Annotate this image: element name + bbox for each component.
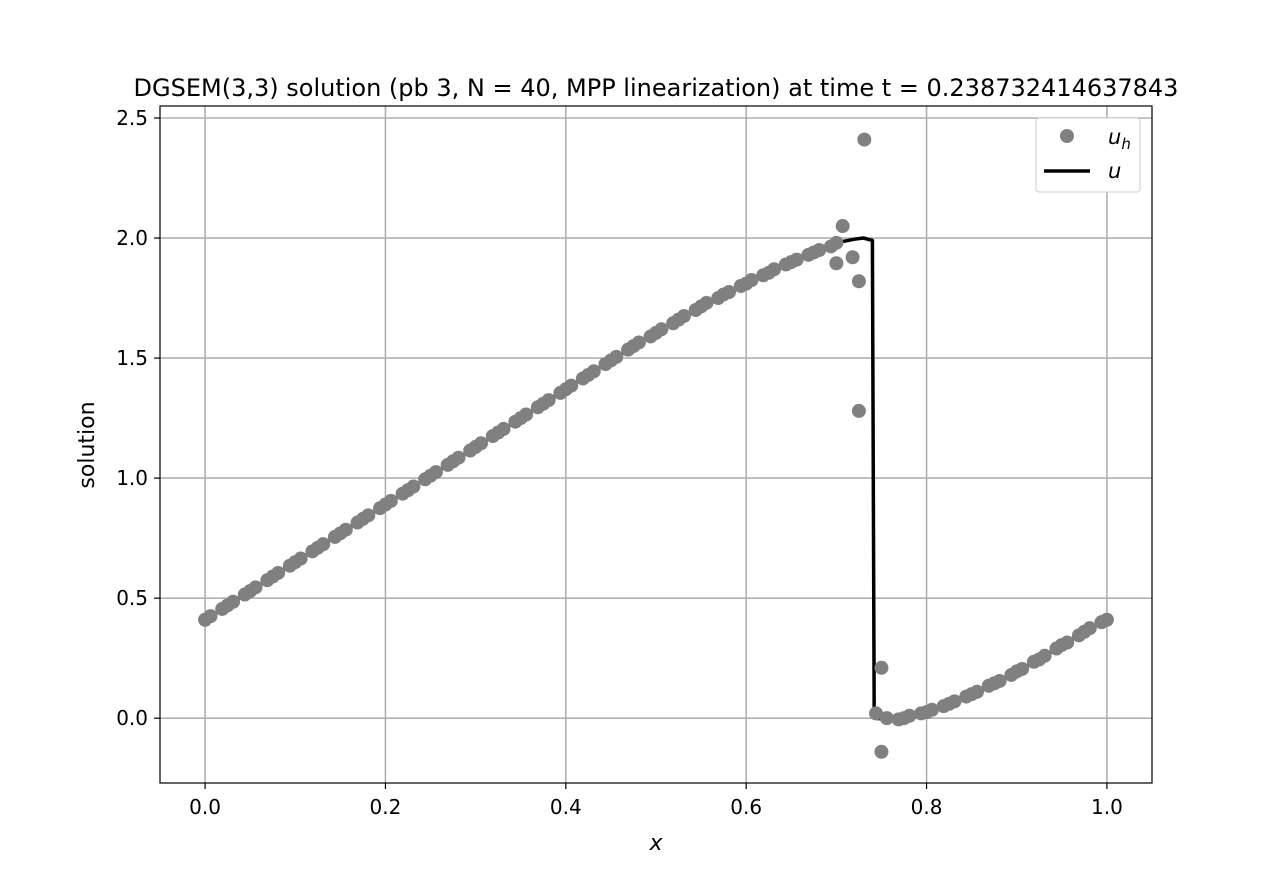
- uh-point-121: [1082, 621, 1097, 636]
- uh-point-61: [654, 322, 669, 337]
- uh-point-40: [496, 421, 511, 436]
- uh-point-90: [857, 132, 872, 147]
- uh-point-85: [829, 256, 844, 271]
- x-tick-label-4: 0.8: [911, 795, 943, 819]
- legend-marker-uh: [1060, 129, 1074, 143]
- y-axis-label: solution: [75, 401, 100, 488]
- uh-point-34: [451, 450, 466, 465]
- axis-ticks: 0.0 0.2 0.4 0.6 0.8 1.0 0.0 0.5 1.0 1.5 2.0 2.5: [116, 106, 1123, 819]
- y-tick-label-3: 1.5: [116, 346, 148, 370]
- legend: uh u: [1035, 117, 1141, 193]
- numerical-solution-points: [198, 132, 1114, 759]
- uh-point-86: [835, 219, 850, 234]
- uh-point-100: [924, 702, 939, 717]
- uh-point-70: [722, 285, 737, 300]
- uh-point-67: [699, 295, 714, 310]
- uh-point-73: [744, 273, 759, 288]
- uh-point-25: [383, 493, 398, 508]
- uh-point-103: [947, 694, 962, 709]
- uh-point-4: [226, 594, 241, 609]
- uh-point-123: [1099, 612, 1114, 627]
- uh-point-10: [271, 565, 286, 580]
- uh-point-31: [428, 465, 443, 480]
- x-tick-label-1: 0.2: [370, 795, 402, 819]
- uh-point-87: [845, 250, 860, 265]
- legend-frame: [1035, 117, 1141, 193]
- uh-point-46: [541, 393, 556, 408]
- uh-point-76: [767, 262, 782, 277]
- uh-point-28: [406, 479, 421, 494]
- uh-point-118: [1060, 635, 1075, 650]
- uh-point-92: [874, 660, 889, 675]
- uh-point-43: [519, 407, 534, 422]
- uh-point-79: [789, 252, 804, 267]
- uh-point-94: [879, 711, 894, 726]
- uh-point-91: [869, 706, 884, 721]
- uh-point-22: [361, 508, 376, 523]
- uh-point-1: [203, 609, 218, 624]
- uh-point-97: [902, 708, 917, 723]
- uh-point-89: [851, 403, 866, 418]
- y-tick-label-4: 2.0: [116, 226, 148, 250]
- uh-point-82: [812, 243, 827, 258]
- uh-point-93: [874, 744, 889, 759]
- uh-point-13: [293, 551, 308, 566]
- chart-title: DGSEM(3,3) solution (pb 3, N = 40, MPP l…: [134, 74, 1179, 102]
- x-tick-label-0: 0.0: [189, 795, 221, 819]
- uh-point-64: [676, 309, 691, 324]
- legend-uh-subscript: h: [1121, 135, 1131, 153]
- y-tick-label-1: 0.5: [116, 586, 148, 610]
- legend-label-u: u: [1108, 159, 1121, 183]
- y-tick-label-5: 2.5: [116, 106, 148, 130]
- uh-point-55: [609, 349, 624, 364]
- uh-point-58: [631, 335, 646, 350]
- uh-point-109: [992, 673, 1007, 688]
- x-tick-label-2: 0.4: [550, 795, 582, 819]
- uh-point-88: [851, 274, 866, 289]
- x-tick-label-3: 0.6: [730, 795, 762, 819]
- y-tick-label-0: 0.0: [116, 706, 148, 730]
- uh-point-52: [586, 364, 601, 379]
- grid-lines: [160, 106, 1152, 783]
- x-tick-label-5: 1.0: [1091, 795, 1123, 819]
- plot-background: [160, 106, 1152, 783]
- y-tick-label-2: 1.0: [116, 466, 148, 490]
- plot-frame: [159, 105, 1153, 784]
- uh-point-84: [829, 235, 844, 250]
- uh-point-49: [564, 378, 579, 393]
- uh-point-7: [248, 580, 263, 595]
- uh-point-19: [338, 522, 353, 537]
- uh-point-106: [970, 684, 985, 699]
- x-axis-label: x: [648, 831, 663, 856]
- uh-point-37: [474, 436, 489, 451]
- uh-point-112: [1015, 661, 1030, 676]
- uh-point-115: [1037, 648, 1052, 663]
- uh-point-16: [316, 537, 331, 552]
